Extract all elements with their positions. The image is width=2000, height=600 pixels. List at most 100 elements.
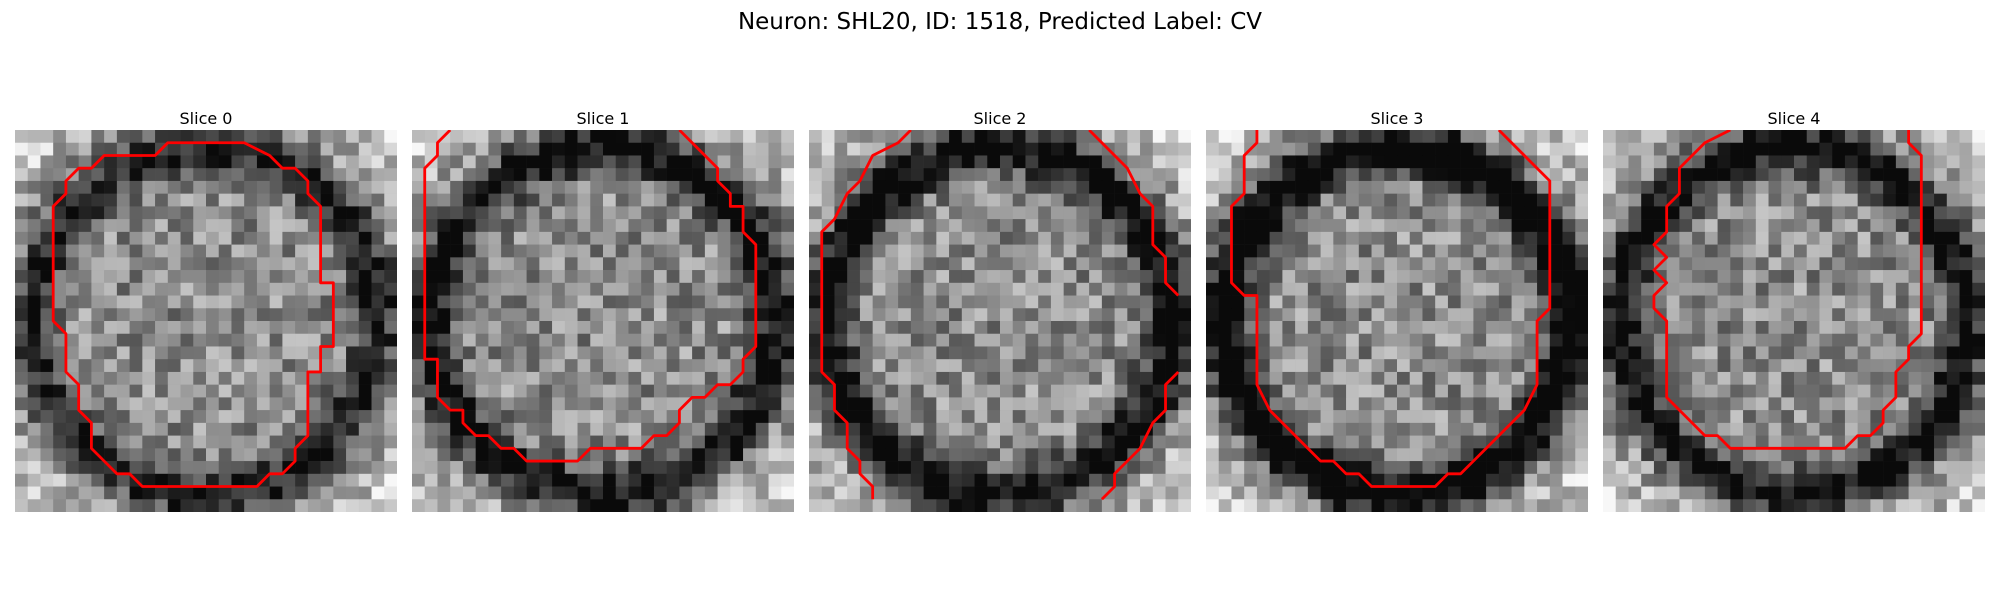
image-pixel	[987, 384, 1001, 398]
image-pixel	[1730, 142, 1744, 156]
image-pixel	[1025, 397, 1039, 411]
image-pixel	[1114, 282, 1128, 296]
image-pixel	[1206, 308, 1219, 322]
image-pixel	[358, 397, 372, 411]
image-pixel	[1000, 244, 1013, 258]
image-pixel	[1870, 333, 1884, 347]
image-pixel	[974, 231, 988, 245]
image-pixel	[1549, 180, 1563, 194]
image-pixel	[320, 231, 334, 245]
image-pixel	[1307, 410, 1321, 424]
image-pixel	[590, 155, 604, 169]
image-pixel	[1101, 180, 1115, 194]
image-pixel	[628, 346, 642, 360]
image-pixel	[1603, 371, 1616, 385]
image-pixel	[1435, 206, 1449, 220]
image-pixel	[1806, 193, 1820, 207]
image-pixel	[1895, 130, 1909, 143]
image-pixel	[155, 333, 169, 347]
image-pixel	[1895, 397, 1909, 411]
image-pixel	[539, 321, 553, 334]
image-pixel	[1549, 130, 1563, 143]
image-pixel	[910, 333, 924, 347]
image-pixel	[1282, 155, 1296, 169]
image-pixel	[1012, 282, 1026, 296]
image-pixel	[1025, 130, 1039, 143]
image-pixel	[590, 333, 604, 347]
image-pixel	[116, 270, 130, 284]
image-pixel	[1653, 193, 1667, 207]
image-pixel	[1371, 231, 1385, 245]
image-pixel	[1140, 333, 1154, 347]
image-pixel	[1320, 193, 1334, 207]
image-pixel	[1679, 193, 1693, 207]
image-pixel	[1679, 219, 1693, 233]
image-pixel	[1050, 410, 1064, 424]
image-pixel	[1959, 499, 1973, 512]
image-pixel	[1717, 448, 1731, 462]
image-pixel	[295, 282, 309, 296]
image-pixel	[615, 473, 629, 487]
image-pixel	[424, 473, 438, 487]
image-pixel	[1063, 473, 1077, 487]
image-pixel	[628, 244, 642, 258]
image-pixel	[1946, 435, 1960, 449]
image-pixel	[923, 219, 937, 233]
image-pixel	[218, 435, 232, 449]
image-pixel	[1127, 130, 1141, 143]
image-pixel	[1460, 346, 1474, 360]
image-pixel	[1666, 244, 1680, 258]
image-pixel	[1346, 130, 1360, 143]
image-pixel	[371, 384, 385, 398]
image-pixel	[78, 384, 92, 398]
image-pixel	[1371, 206, 1385, 220]
image-pixel	[1972, 359, 1985, 373]
image-pixel	[282, 473, 296, 487]
image-pixel	[539, 346, 553, 360]
image-pixel	[1282, 435, 1296, 449]
image-pixel	[641, 397, 655, 411]
image-pixel	[346, 473, 360, 487]
image-pixel	[1895, 155, 1909, 169]
image-pixel	[1908, 219, 1922, 233]
image-pixel	[1127, 282, 1141, 296]
image-pixel	[513, 231, 527, 245]
image-pixel	[1206, 244, 1219, 258]
image-pixel	[1755, 193, 1769, 207]
image-pixel	[180, 142, 194, 156]
image-pixel	[40, 486, 54, 500]
image-pixel	[180, 206, 194, 220]
image-pixel	[1844, 282, 1858, 296]
image-pixel	[987, 180, 1001, 194]
image-pixel	[1819, 435, 1833, 449]
image-pixel	[1269, 155, 1283, 169]
image-pixel	[628, 206, 642, 220]
image-pixel	[872, 486, 886, 500]
image-pixel	[1282, 448, 1296, 462]
image-pixel	[1346, 333, 1360, 347]
image-pixel	[1409, 231, 1423, 245]
image-pixel	[142, 448, 156, 462]
image-pixel	[206, 244, 219, 258]
image-pixel	[743, 180, 757, 194]
image-pixel	[358, 333, 372, 347]
image-pixel	[1692, 333, 1706, 347]
image-pixel	[1460, 473, 1474, 487]
image-pixel	[1384, 333, 1398, 347]
image-pixel	[1244, 499, 1258, 512]
image-pixel	[1794, 473, 1807, 487]
image-pixel	[1038, 155, 1052, 169]
image-pixel	[653, 422, 667, 436]
image-pixel	[1397, 168, 1410, 182]
image-pixel	[320, 180, 334, 194]
image-pixel	[116, 168, 130, 182]
image-pixel	[320, 219, 334, 233]
image-pixel	[743, 359, 757, 373]
image-pixel	[1218, 346, 1232, 360]
image-pixel	[1755, 333, 1769, 347]
image-pixel	[358, 435, 372, 449]
image-pixel	[1653, 486, 1667, 500]
image-pixel	[1498, 282, 1512, 296]
image-pixel	[320, 142, 334, 156]
image-pixel	[1384, 142, 1398, 156]
